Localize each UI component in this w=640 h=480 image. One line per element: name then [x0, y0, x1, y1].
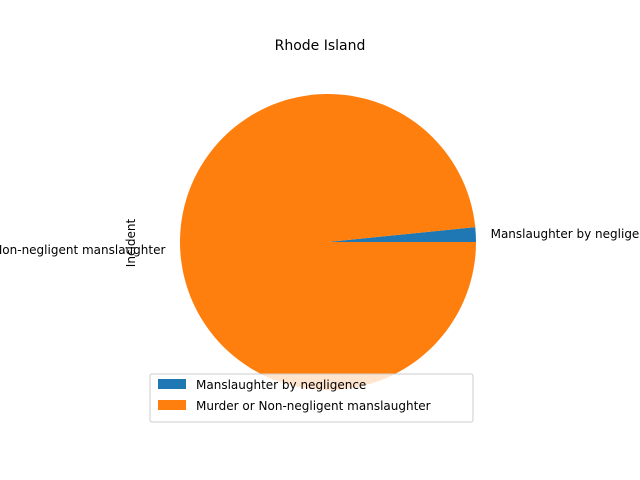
- legend-label-0: Manslaughter by negligence: [196, 378, 366, 392]
- legend-label-1: Murder or Non-negligent manslaughter: [196, 399, 431, 413]
- legend: Manslaughter by negligence Murder or Non…: [149, 373, 474, 423]
- pie-slice-labels: Manslaughter by negligence Murder or Non-…: [0, 227, 640, 257]
- pie-slice-label-0: Manslaughter by negligence: [491, 227, 640, 241]
- pie-slice-0: [328, 227, 476, 242]
- chart-title: Rhode Island: [275, 38, 366, 54]
- pie-slice-1: [179, 94, 476, 391]
- y-axis-label: Incident: [124, 219, 138, 268]
- legend-box: [149, 373, 474, 423]
- legend-swatch-0: [158, 379, 186, 389]
- pie-slices: [179, 94, 476, 391]
- legend-swatch-1: [158, 400, 186, 410]
- pie-slice-label-1: Murder or Non-negligent manslaughter: [0, 243, 165, 257]
